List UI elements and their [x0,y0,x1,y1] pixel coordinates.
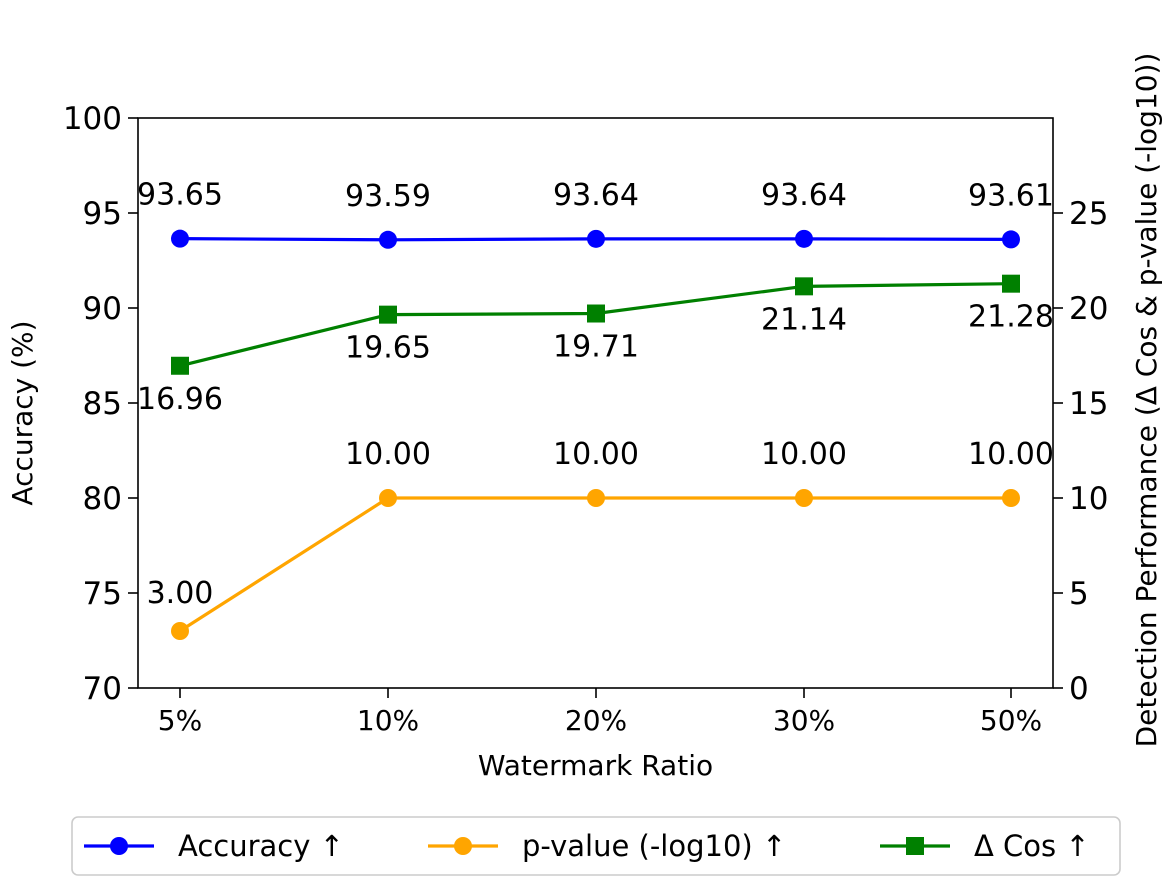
data-point [1002,274,1020,293]
x-tick-label: 5% [158,704,202,737]
data-label: 10.00 [345,437,431,472]
data-label: 3.00 [147,576,214,611]
data-point [171,229,189,248]
data-point [795,277,813,296]
data-point [1002,230,1020,249]
data-point [795,489,813,507]
axes: 70 75 80 85 90 95 100 0 5 10 15 20 25 5% 10% 20% 30% 50% W… [6,53,1163,782]
data-labels: 93.65 93.59 93.64 93.64 93.61 3.00 10.00 10.00 1… [137,178,1054,611]
data-point [587,229,605,248]
data-label: 19.71 [553,330,639,365]
data-point [587,489,605,507]
right-y-tick-label: 0 [1069,671,1089,707]
legend-label: Accuracy ↑ [178,829,344,863]
data-label: 16.96 [137,382,223,417]
data-point [379,489,397,507]
legend-label: Δ Cos ↑ [974,829,1090,863]
data-label: 10.00 [968,437,1054,472]
right-y-axis-label: Detection Performance (Δ Cos & p-value (… [1130,53,1163,748]
data-point [795,229,813,248]
right-y-tick-label: 10 [1069,481,1108,517]
x-tick-label: 30% [773,704,835,737]
right-y-tick-label: 5 [1069,576,1089,612]
legend[interactable]: Accuracy ↑ p-value (-log10) ↑ Δ Cos ↑ [71,816,1121,876]
x-tick-label: 20% [565,704,627,737]
series-line [179,496,1011,633]
data-label: 21.14 [761,302,847,337]
left-y-tick-label: 100 [63,101,122,137]
left-y-tick-label: 80 [83,481,122,517]
legend-frame [71,816,1121,876]
legend-marker [454,837,472,855]
series-layer [171,229,1020,640]
x-axis-label: Watermark Ratio [478,749,713,782]
data-label: 19.65 [345,331,431,366]
data-label: 10.00 [761,437,847,472]
data-point [587,304,605,323]
left-y-axis-label: Accuracy (%) [6,320,39,505]
data-point [171,356,189,375]
right-y-tick-label: 20 [1069,291,1108,327]
x-tick-label: 10% [357,704,419,737]
data-label: 93.59 [345,179,431,214]
left-y-tick-label: 95 [83,196,122,232]
data-point [1002,489,1020,507]
left-y-tick-label: 85 [83,386,122,422]
data-label: 93.65 [137,178,223,213]
data-label: 93.64 [553,178,639,213]
data-label: 10.00 [553,437,639,472]
data-label: 93.61 [968,178,1054,213]
left-y-tick-label: 70 [83,671,122,707]
left-y-tick-label: 90 [83,291,122,327]
right-y-tick-label: 25 [1069,196,1108,232]
legend-label: p-value (-log10) ↑ [522,829,786,863]
data-label: 93.64 [761,178,847,213]
data-point [379,305,397,324]
legend-marker [110,837,128,855]
data-point [379,230,397,249]
right-y-tick-label: 15 [1069,386,1108,422]
left-y-tick-label: 75 [83,576,122,612]
data-point [171,622,189,640]
x-tick-label: 50% [980,704,1042,737]
data-label: 21.28 [968,300,1054,335]
legend-marker [906,837,924,855]
